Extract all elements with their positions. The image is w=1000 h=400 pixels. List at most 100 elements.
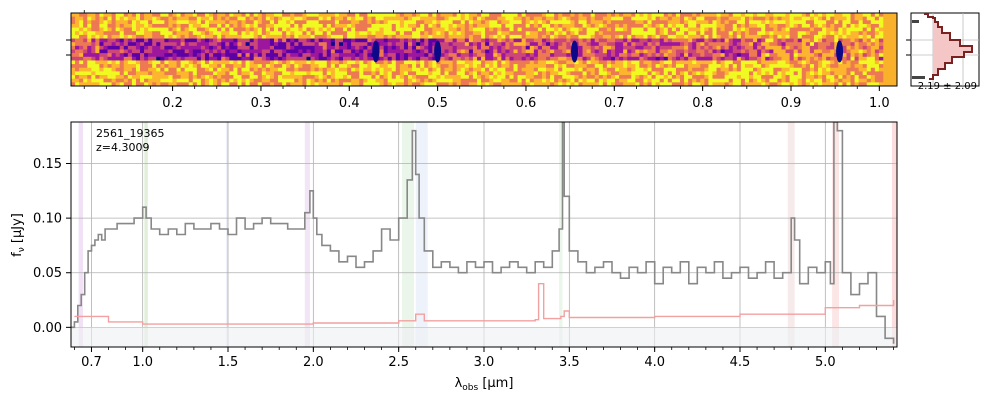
heatmap-cell	[850, 67, 855, 72]
heatmap-cell	[809, 31, 815, 36]
heatmap-cell	[781, 49, 786, 54]
heatmap-cell	[688, 75, 693, 79]
heatmap-cell	[761, 23, 766, 28]
heatmap-cell	[675, 71, 681, 76]
heatmap-cell	[749, 71, 754, 76]
heatmap-cell	[680, 60, 685, 65]
heatmap-cell	[127, 45, 133, 50]
heatmap-cell	[314, 60, 319, 65]
heatmap-cell	[753, 64, 758, 69]
heatmap-cell	[428, 34, 433, 39]
heatmap-cell	[878, 23, 884, 28]
heatmap-cell	[395, 20, 401, 25]
heatmap-cell	[99, 75, 104, 79]
heatmap-cell	[667, 27, 673, 32]
heatmap-cell	[813, 20, 819, 25]
heatmap-cell	[805, 16, 811, 21]
heatmap-cell	[294, 53, 299, 58]
heatmap-cell	[541, 16, 547, 21]
heatmap-cell	[383, 42, 388, 47]
heatmap-cell	[363, 42, 368, 47]
heatmap-cell	[562, 49, 567, 54]
heatmap-cell	[509, 34, 514, 39]
heatmap-cell	[485, 60, 490, 65]
heatmap-cell	[355, 78, 360, 83]
heatmap-cell	[631, 64, 636, 69]
heatmap-cell	[237, 16, 242, 21]
heatmap-cell	[103, 38, 108, 43]
heatmap-cell	[87, 78, 92, 83]
heatmap-cell	[460, 20, 466, 25]
heatmap-cell	[468, 23, 474, 28]
heatmap-cell	[675, 20, 681, 25]
heatmap-cell	[826, 78, 831, 83]
heatmap-cell	[298, 82, 303, 86]
heatmap-cell	[432, 13, 437, 17]
heatmap-cell	[111, 56, 116, 61]
heatmap-cell	[237, 53, 242, 58]
heatmap-cell	[338, 71, 344, 76]
heatmap-cell	[233, 82, 238, 86]
heatmap-cell	[87, 38, 92, 43]
heatmap-cell	[509, 75, 514, 79]
heatmap-cell	[432, 60, 437, 65]
heatmap-cell	[728, 60, 734, 65]
heatmap-cell	[229, 42, 234, 47]
heatmap-cell	[594, 31, 600, 36]
heatmap-cell	[436, 60, 441, 65]
heatmap-cell	[659, 42, 665, 47]
heatmap-cell	[615, 49, 620, 54]
heatmap-cell	[343, 45, 348, 50]
heatmap-cell	[850, 23, 855, 28]
heatmap-cell	[529, 38, 535, 43]
heatmap-cell	[813, 56, 819, 61]
heatmap-cell	[826, 38, 831, 43]
heatmap-cell	[753, 23, 758, 28]
heatmap-cell	[818, 20, 823, 25]
heatmap-cell	[574, 60, 579, 65]
heatmap-cell	[452, 60, 457, 65]
heatmap-cell	[818, 34, 823, 39]
heatmap-cell	[472, 56, 478, 61]
heatmap-cell	[635, 23, 640, 28]
heatmap-cell	[347, 53, 352, 58]
heatmap-cell	[497, 16, 502, 21]
heatmap-cell	[744, 49, 750, 54]
heatmap-cell	[854, 49, 859, 54]
heatmap-cell	[566, 53, 571, 58]
heatmap-cell	[253, 56, 259, 61]
heatmap-cell	[156, 20, 161, 25]
heatmap-cell	[75, 34, 80, 39]
heatmap-cell	[521, 64, 527, 69]
heatmap-cell	[188, 64, 194, 69]
heatmap-cell	[801, 31, 807, 36]
heatmap-cell	[204, 75, 210, 79]
heatmap-cell	[663, 23, 669, 28]
heatmap-cell	[135, 56, 141, 61]
heatmap-cell	[862, 56, 868, 61]
heatmap-cell	[606, 45, 612, 50]
heatmap-cell	[176, 53, 181, 58]
heatmap-cell	[615, 13, 620, 17]
heatmap-cell	[75, 53, 80, 58]
heatmap-cell	[375, 23, 380, 28]
heatmap-cell	[456, 38, 462, 43]
heatmap-cell	[598, 75, 604, 79]
heatmap-cell	[257, 49, 263, 54]
heatmap-cell	[334, 71, 340, 76]
heatmap-cell	[444, 56, 449, 61]
heatmap-cell	[753, 56, 758, 61]
heatmap-cell	[188, 31, 194, 36]
heatmap-cell	[813, 45, 819, 50]
heatmap-cell	[399, 23, 405, 28]
heatmap-cell	[334, 75, 340, 79]
heatmap-cell	[347, 34, 352, 39]
heatmap-cell	[209, 56, 214, 61]
heatmap-cell	[387, 53, 393, 58]
heatmap-cell	[249, 64, 254, 69]
heatmap-cell	[477, 64, 482, 69]
heatmap-cell	[582, 31, 587, 36]
heatmap-cell	[582, 75, 587, 79]
heatmap-cell	[647, 82, 652, 86]
heatmap-cell	[501, 78, 506, 83]
